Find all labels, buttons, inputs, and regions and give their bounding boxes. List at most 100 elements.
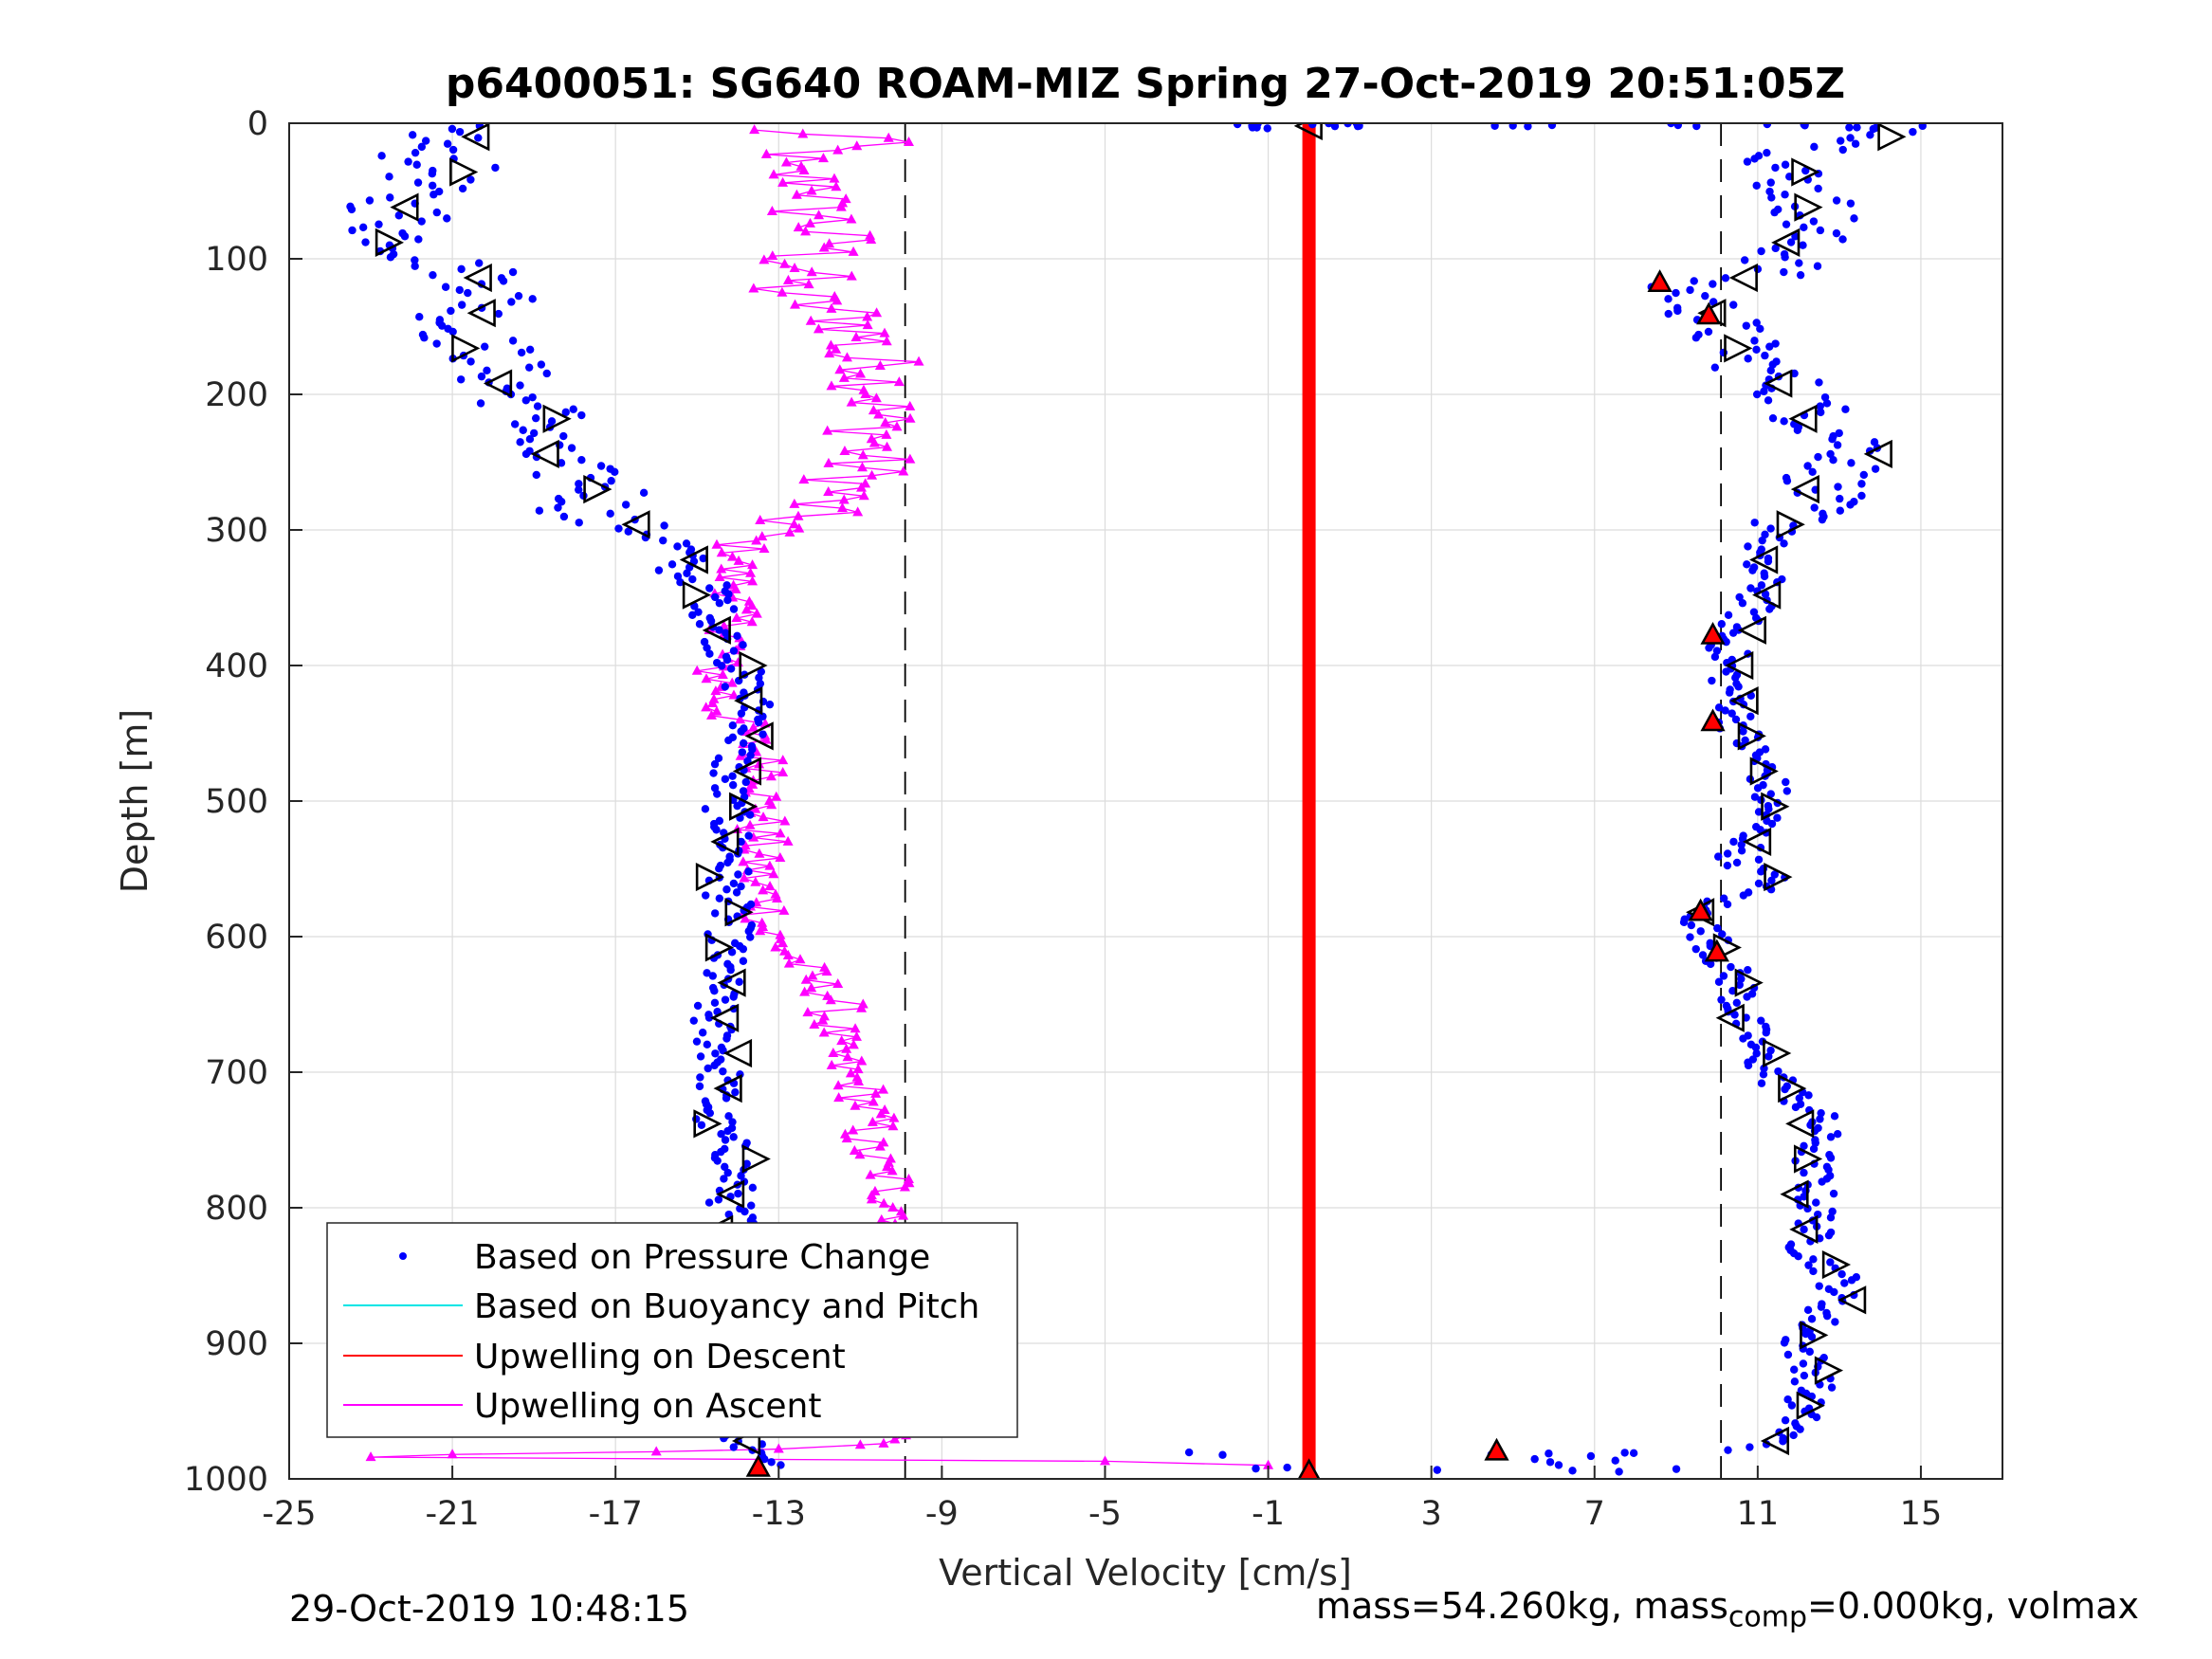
pressure-point [432,339,441,348]
pressure-point [474,134,483,142]
pressure-point [1737,840,1746,849]
x-tick-label-4: -9 [925,1495,959,1533]
ascent-point [772,892,783,902]
ascent-point [846,396,857,407]
pressure-point [1782,787,1792,795]
pressure-point [358,223,368,232]
pressure-point [1730,1011,1739,1019]
pressure-point [411,148,420,157]
turn-marker [390,192,419,222]
pressure-point [1728,709,1736,718]
pressure-point [1690,277,1698,285]
x-axis-label: Vertical Velocity [cm/s] [939,1552,1352,1594]
pressure-point [1757,581,1766,590]
pressure-point [724,590,733,598]
ascent-segment [862,466,904,473]
ascent-point [833,1092,845,1103]
ascent-segment [788,275,852,282]
ascent-segment [888,137,909,143]
pressure-point [739,787,748,795]
pressure-point [1725,688,1734,697]
pressure-point [1816,402,1824,410]
pressure-point [542,369,551,378]
ascent-point [778,904,790,915]
pressure-point [1833,1130,1842,1139]
turn-marker [1724,334,1753,363]
ascent-point [862,319,873,330]
ascent-segment [855,333,886,338]
turn-marker [704,933,735,962]
turn-marker [621,510,650,539]
pressure-point [722,1034,731,1043]
pressure-point [676,577,685,587]
ascent-point [846,270,857,281]
ascent-point [766,799,777,810]
pressure-point [1752,181,1761,190]
pressure-point [728,1118,737,1126]
pressure-point [1752,319,1761,327]
ascent-point [806,266,817,277]
pressure-point [1809,1267,1818,1276]
ascent-segment [796,194,847,200]
pressure-point [733,631,741,641]
ascent-point [751,535,762,545]
pressure-point [1545,1449,1553,1458]
pressure-point [1790,1377,1800,1386]
pressure-point [1816,1115,1824,1123]
pressure-point [1760,1064,1768,1073]
pressure-point [1838,235,1847,244]
pressure-point [1804,1261,1813,1269]
pressure-point [1804,1091,1813,1100]
pressure-point [1790,369,1799,378]
ascent-segment [851,401,910,408]
pressure-point [1490,123,1499,130]
ascent-segment [759,516,799,521]
pressure-point [737,709,746,718]
pressure-point [1811,1139,1819,1147]
pressure-point [1829,456,1837,465]
ascent-segment [762,816,785,823]
pressure-point [1871,465,1880,473]
pressure-point [1330,123,1340,131]
pressure-point [729,1133,738,1141]
ascent-point [1263,1459,1274,1469]
legend-label-pressure: Based on Pressure Change [474,1238,930,1277]
pressure-point [483,366,491,375]
ascent-segment [828,487,862,493]
pressure-point [400,232,410,241]
ascent-segment [743,873,774,880]
turn-marker [1790,474,1819,504]
turn-marker [695,862,725,892]
ascent-segment [744,918,762,924]
pressure-point [1833,441,1842,449]
ascent-point [1099,1455,1110,1466]
turn-marker [728,792,759,821]
pressure-point [1691,334,1701,342]
pressure-point [1717,995,1726,1004]
pressure-point [421,137,430,145]
ascent-point [850,1030,862,1041]
pressure-point [575,480,583,488]
turn-marker [483,369,513,398]
pressure-point [710,998,720,1007]
ascent-segment [818,214,852,221]
pressure-point [1355,123,1363,130]
ascent-segment [742,861,770,867]
ascent-point [757,917,768,927]
pressure-point [577,456,586,465]
ascent-segment [874,1186,905,1193]
pressure-point [411,256,419,264]
pressure-point [361,238,370,246]
ascent-point [838,494,850,504]
ascent-point [783,957,795,968]
pressure-point [1757,867,1765,876]
turn-marker [1737,615,1766,645]
ascent-segment [818,324,868,331]
pressure-point [1857,491,1866,501]
ascent-point [750,876,761,886]
ascent-segment [802,133,889,139]
pressure-point [508,267,518,277]
pressure-point [722,655,732,665]
pressure-point [412,160,421,169]
ascent-segment [753,775,772,782]
